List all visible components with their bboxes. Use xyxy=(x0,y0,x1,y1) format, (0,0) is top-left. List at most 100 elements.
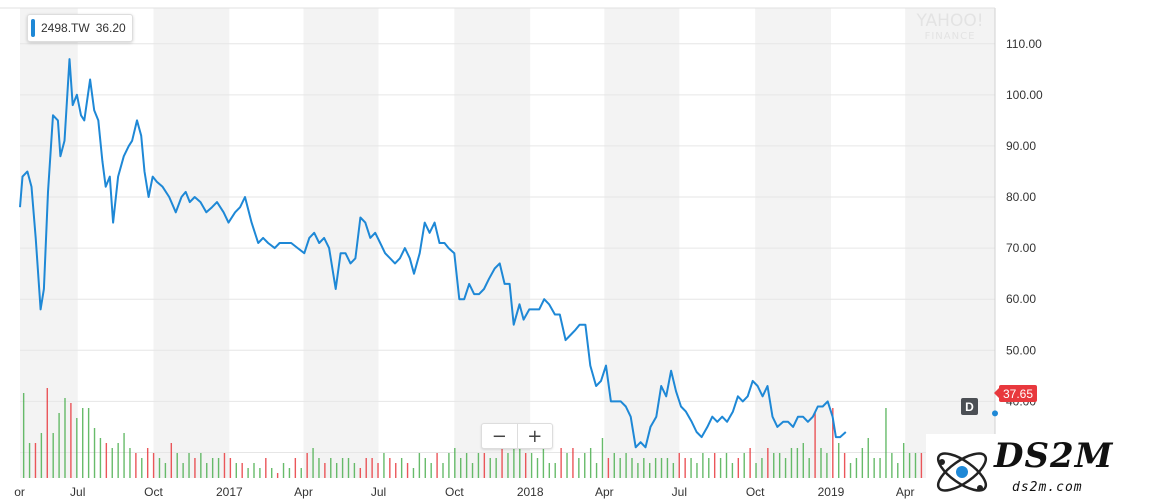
legend-symbol: 2498.TW xyxy=(41,21,90,35)
volume-bar xyxy=(519,433,521,478)
quarter-band xyxy=(905,8,995,478)
volume-bar xyxy=(247,468,249,478)
volume-bar xyxy=(282,463,285,478)
volume-bar xyxy=(359,468,362,478)
x-tick-label: or xyxy=(14,485,25,499)
volume-bar xyxy=(448,453,450,478)
volume-bar xyxy=(318,458,320,478)
x-axis-ticks: or Jul Oct 2017 Apr Jul Oct 2018 Apr Jul Oct 2019 Ap… xyxy=(14,485,914,499)
volume-bar xyxy=(87,408,90,478)
volume-bar xyxy=(412,468,415,478)
volume-bar xyxy=(477,453,480,478)
volume-bar xyxy=(276,473,279,478)
volume-bar xyxy=(554,463,556,478)
volume-bar xyxy=(908,453,911,478)
volume-bar xyxy=(483,453,486,478)
volume-bar xyxy=(300,468,302,478)
legend-tooltip: 2498.TW 36.20 xyxy=(27,14,133,42)
y-tick-label: 70.00 xyxy=(1006,241,1036,255)
volume-bar xyxy=(843,453,846,478)
volume-bar xyxy=(158,458,161,478)
logo-main-text: DS2M xyxy=(994,436,1114,476)
legend-swatch xyxy=(31,19,35,37)
x-tick-label: Jul xyxy=(371,485,386,499)
volume-bar xyxy=(584,453,586,478)
volume-bar xyxy=(176,453,178,478)
volume-bar xyxy=(93,428,96,478)
volume-bar xyxy=(631,458,633,478)
series-line xyxy=(19,58,847,449)
volume-bar xyxy=(855,458,858,478)
volume-bar xyxy=(312,448,314,478)
volume-bar xyxy=(259,468,261,478)
volume-bar xyxy=(146,448,149,478)
volume-bar xyxy=(607,458,610,478)
volume-bar xyxy=(265,458,267,478)
volume-bar xyxy=(761,458,763,478)
zoom-in-button[interactable]: + xyxy=(516,424,553,448)
x-tick-label: Apr xyxy=(294,485,313,499)
volume-bar xyxy=(377,463,379,478)
y-tick-label: 100.00 xyxy=(1006,88,1043,102)
volume-bar xyxy=(572,448,574,478)
x-tick-label: Apr xyxy=(595,485,614,499)
volume-bar xyxy=(790,448,793,478)
x-tick-label: Oct xyxy=(445,485,464,499)
volume-bar xyxy=(660,458,663,478)
quarter-band xyxy=(153,8,230,478)
volume-bar xyxy=(678,453,680,478)
volume-bar xyxy=(271,468,273,478)
volume-bar xyxy=(566,453,568,478)
volume-bar xyxy=(897,463,899,478)
volume-bar xyxy=(808,458,810,478)
volume-bar xyxy=(395,463,397,478)
volume-bar xyxy=(578,458,580,478)
volume-bar xyxy=(288,468,291,478)
dividend-marker[interactable]: D xyxy=(961,398,978,415)
y-tick-label: 50.00 xyxy=(1006,343,1036,357)
volume-bar xyxy=(241,463,243,478)
volume-bar xyxy=(170,443,173,478)
volume-bar xyxy=(82,408,84,478)
quarter-band xyxy=(454,8,531,478)
volume-bar xyxy=(164,463,167,478)
volume-bar xyxy=(442,463,444,478)
watermark-main: YAHOO! xyxy=(916,11,984,31)
volume-bar xyxy=(64,398,66,478)
x-tick-label: Jul xyxy=(672,485,687,499)
volume-bar xyxy=(601,438,604,478)
volume-bar xyxy=(796,448,799,478)
gridlines xyxy=(0,7,996,478)
volume-bar xyxy=(719,458,722,478)
x-tick-label: Apr xyxy=(896,485,915,499)
volume-bar xyxy=(76,418,78,478)
volume-bar xyxy=(708,458,710,478)
volume-bar xyxy=(914,453,917,478)
volume-bar xyxy=(430,463,432,478)
volume-bar xyxy=(524,453,527,478)
volume-bar xyxy=(885,408,887,478)
volume-bar xyxy=(34,443,37,478)
volume-bar xyxy=(347,458,350,478)
quarter-band xyxy=(303,8,379,478)
volume-bar xyxy=(684,458,686,478)
volume-bar xyxy=(99,438,102,478)
volume-bar xyxy=(773,453,775,478)
volume-bar xyxy=(920,453,923,478)
volume-bar xyxy=(324,463,326,478)
volume-bar xyxy=(454,448,456,478)
x-tick-label: 2018 xyxy=(517,485,544,499)
zoom-out-button[interactable]: − xyxy=(491,425,507,447)
volume-bar xyxy=(389,458,391,478)
volume-bar xyxy=(460,458,462,478)
atom-logo-icon xyxy=(936,452,988,492)
volume-bar xyxy=(672,463,675,478)
volume-bar xyxy=(902,443,905,478)
volume-bar xyxy=(383,453,385,478)
price-series xyxy=(19,58,998,449)
volume-bar xyxy=(40,433,43,478)
volume-bar xyxy=(873,458,875,478)
volume-bar xyxy=(737,458,740,478)
volume-bar xyxy=(371,458,373,478)
